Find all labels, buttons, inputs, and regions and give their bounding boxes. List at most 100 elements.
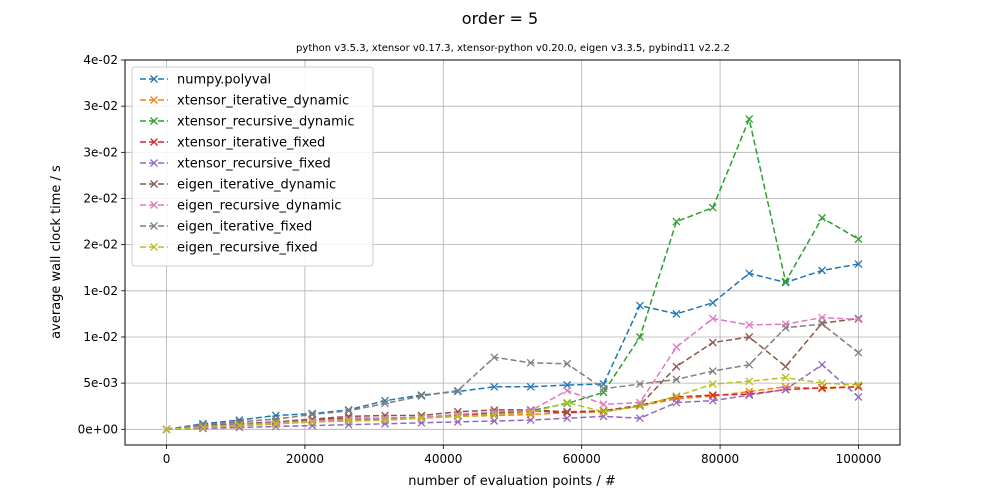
data-point-marker — [563, 386, 572, 395]
legend-label: eigen_iterative_dynamic — [177, 178, 336, 193]
plot-area-frame — [124, 59, 901, 446]
series-line — [166, 386, 859, 431]
legend-swatch-marker — [150, 138, 158, 146]
y-tick-label: 4e-02 — [83, 53, 118, 67]
data-point-marker — [271, 411, 280, 420]
legend-swatch-marker — [150, 243, 158, 251]
data-point-marker — [672, 362, 681, 371]
series-line — [166, 316, 859, 431]
data-point-marker — [308, 410, 317, 419]
data-point-marker — [344, 405, 353, 414]
y-tick-label: 2e-02 — [83, 238, 118, 252]
chart-title: order = 5 — [462, 9, 538, 28]
legend-item: xtensor_iterative_fixed — [140, 136, 325, 151]
x-tick-label: 80000 — [701, 452, 739, 466]
data-point-marker — [636, 301, 644, 310]
data-point-marker — [854, 393, 863, 401]
y-tick-label: 5e-03 — [83, 376, 118, 390]
y-tick-label: 0e+00 — [78, 422, 118, 436]
series-numpy-polyval — [162, 260, 863, 434]
data-point-marker — [854, 348, 863, 357]
data-point-marker — [271, 418, 280, 427]
series-xtensor-iterative-fixed — [162, 382, 863, 434]
legend-label: eigen_recursive_dynamic — [177, 199, 342, 214]
data-point-marker — [818, 320, 827, 329]
data-point-marker — [490, 410, 499, 419]
data-point-marker — [818, 266, 827, 275]
legend-swatch-marker — [150, 117, 158, 125]
legend-item: eigen_recursive_fixed — [140, 241, 318, 256]
y-tick-label: 3e-02 — [83, 145, 118, 159]
legend-swatch-marker — [150, 180, 158, 188]
series-line — [166, 263, 859, 431]
data-point-marker — [672, 343, 681, 352]
x-tick-label: 0 — [163, 452, 171, 466]
legend-item: xtensor_iterative_dynamic — [140, 94, 349, 109]
y-tick-label: 2e-02 — [83, 191, 118, 205]
data-point-marker — [818, 213, 827, 222]
data-point-marker — [818, 379, 827, 388]
data-point-marker — [854, 381, 863, 389]
legend-item: eigen_recursive_dynamic — [140, 199, 342, 214]
data-point-marker — [599, 406, 608, 415]
legend-label: xtensor_iterative_fixed — [177, 136, 325, 151]
data-point-marker — [526, 358, 535, 367]
data-point-marker — [854, 235, 863, 244]
data-point-marker — [490, 353, 499, 362]
series-line — [166, 323, 859, 431]
data-point-marker — [745, 377, 754, 386]
data-point-marker — [708, 314, 717, 323]
x-tick-label: 100000 — [836, 452, 882, 466]
data-point-marker — [344, 406, 353, 415]
data-point-marker — [308, 417, 317, 426]
data-point-marker — [818, 360, 827, 369]
series-line — [166, 317, 859, 431]
data-point-marker — [563, 407, 572, 416]
series-eigen-recursive-fixed — [162, 373, 863, 434]
legend-item: xtensor_recursive_dynamic — [140, 115, 355, 130]
data-point-marker — [599, 407, 608, 416]
series-eigen-iterative-dynamic — [162, 314, 863, 434]
legend-item: numpy.polyval — [140, 73, 271, 88]
data-point-marker — [563, 398, 572, 407]
legend-item: eigen_iterative_dynamic — [140, 178, 336, 193]
series-line — [166, 376, 859, 431]
data-point-marker — [563, 414, 572, 423]
x-tick-label: 20000 — [286, 452, 324, 466]
data-point-marker — [453, 387, 462, 396]
data-point-marker — [526, 382, 535, 391]
legend-swatch-marker — [150, 222, 158, 230]
legend-label: xtensor_recursive_fixed — [177, 157, 331, 172]
x-axis-label: number of evaluation points / # — [408, 474, 616, 489]
legend-item: xtensor_recursive_fixed — [140, 157, 331, 172]
data-point-marker — [854, 314, 863, 323]
y-tick-label: 1e-02 — [83, 330, 118, 344]
data-point-marker — [235, 421, 244, 430]
legend-box — [131, 66, 374, 267]
data-point-marker — [781, 362, 790, 371]
data-point-marker — [745, 360, 754, 369]
data-point-marker — [672, 398, 681, 407]
data-point-marker — [672, 375, 681, 384]
data-point-marker — [781, 373, 790, 382]
data-point-marker — [599, 384, 608, 393]
data-point-marker — [526, 408, 535, 417]
y-axis-label: average wall clock time / s — [49, 165, 64, 339]
data-point-marker — [745, 391, 754, 400]
data-point-marker — [344, 417, 353, 425]
data-point-marker — [636, 380, 644, 389]
series-line — [166, 363, 859, 431]
legend-label: xtensor_recursive_dynamic — [177, 115, 355, 130]
axis-ticks: 0 20000 40000 60000 80000 100000 0e+00 5e-03 1e-… — [78, 53, 882, 466]
data-point-marker — [563, 399, 572, 408]
data-point-marker — [745, 115, 754, 124]
x-tick-label: 40000 — [424, 452, 462, 466]
data-point-marker — [781, 323, 790, 332]
data-point-marker — [745, 390, 754, 399]
data-point-marker — [708, 338, 717, 347]
data-point-marker — [490, 417, 499, 425]
legend-swatch-marker — [150, 159, 158, 167]
data-point-marker — [381, 396, 389, 405]
